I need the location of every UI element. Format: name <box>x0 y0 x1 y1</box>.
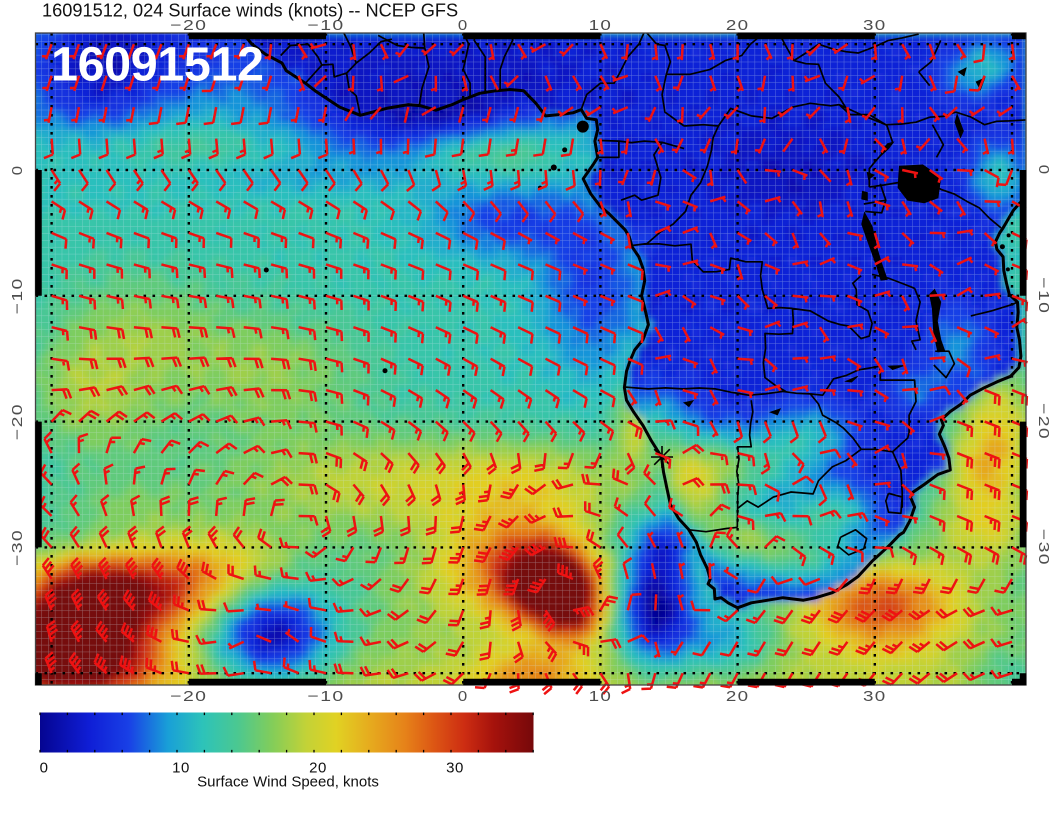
svg-text:−10: −10 <box>308 689 345 705</box>
svg-text:−20: −20 <box>170 689 207 705</box>
svg-text:20: 20 <box>726 689 750 705</box>
svg-text:0: 0 <box>458 689 469 705</box>
svg-text:20: 20 <box>726 18 750 34</box>
svg-text:−10: −10 <box>10 277 26 314</box>
svg-text:Surface Wind Speed, knots: Surface Wind Speed, knots <box>197 774 379 791</box>
svg-text:10: 10 <box>589 18 613 34</box>
svg-text:−10: −10 <box>1035 277 1051 314</box>
svg-text:−30: −30 <box>10 529 26 566</box>
svg-text:16091512: 16091512 <box>51 38 264 92</box>
svg-text:10: 10 <box>172 760 190 777</box>
svg-text:0: 0 <box>40 760 49 777</box>
svg-text:−20: −20 <box>1035 403 1051 440</box>
svg-text:16091512, 024 Surface winds (k: 16091512, 024 Surface winds (knots) -- N… <box>42 1 458 21</box>
svg-text:30: 30 <box>446 760 464 777</box>
svg-text:0: 0 <box>458 18 469 34</box>
svg-text:0: 0 <box>1035 165 1051 176</box>
svg-text:30: 30 <box>863 689 887 705</box>
svg-text:−10: −10 <box>308 18 345 34</box>
svg-text:10: 10 <box>589 689 613 705</box>
svg-text:−20: −20 <box>170 18 207 34</box>
svg-text:−30: −30 <box>1035 529 1051 566</box>
svg-text:20: 20 <box>309 760 327 777</box>
svg-text:30: 30 <box>863 18 887 34</box>
svg-text:−20: −20 <box>10 403 26 440</box>
svg-text:0: 0 <box>10 165 26 176</box>
